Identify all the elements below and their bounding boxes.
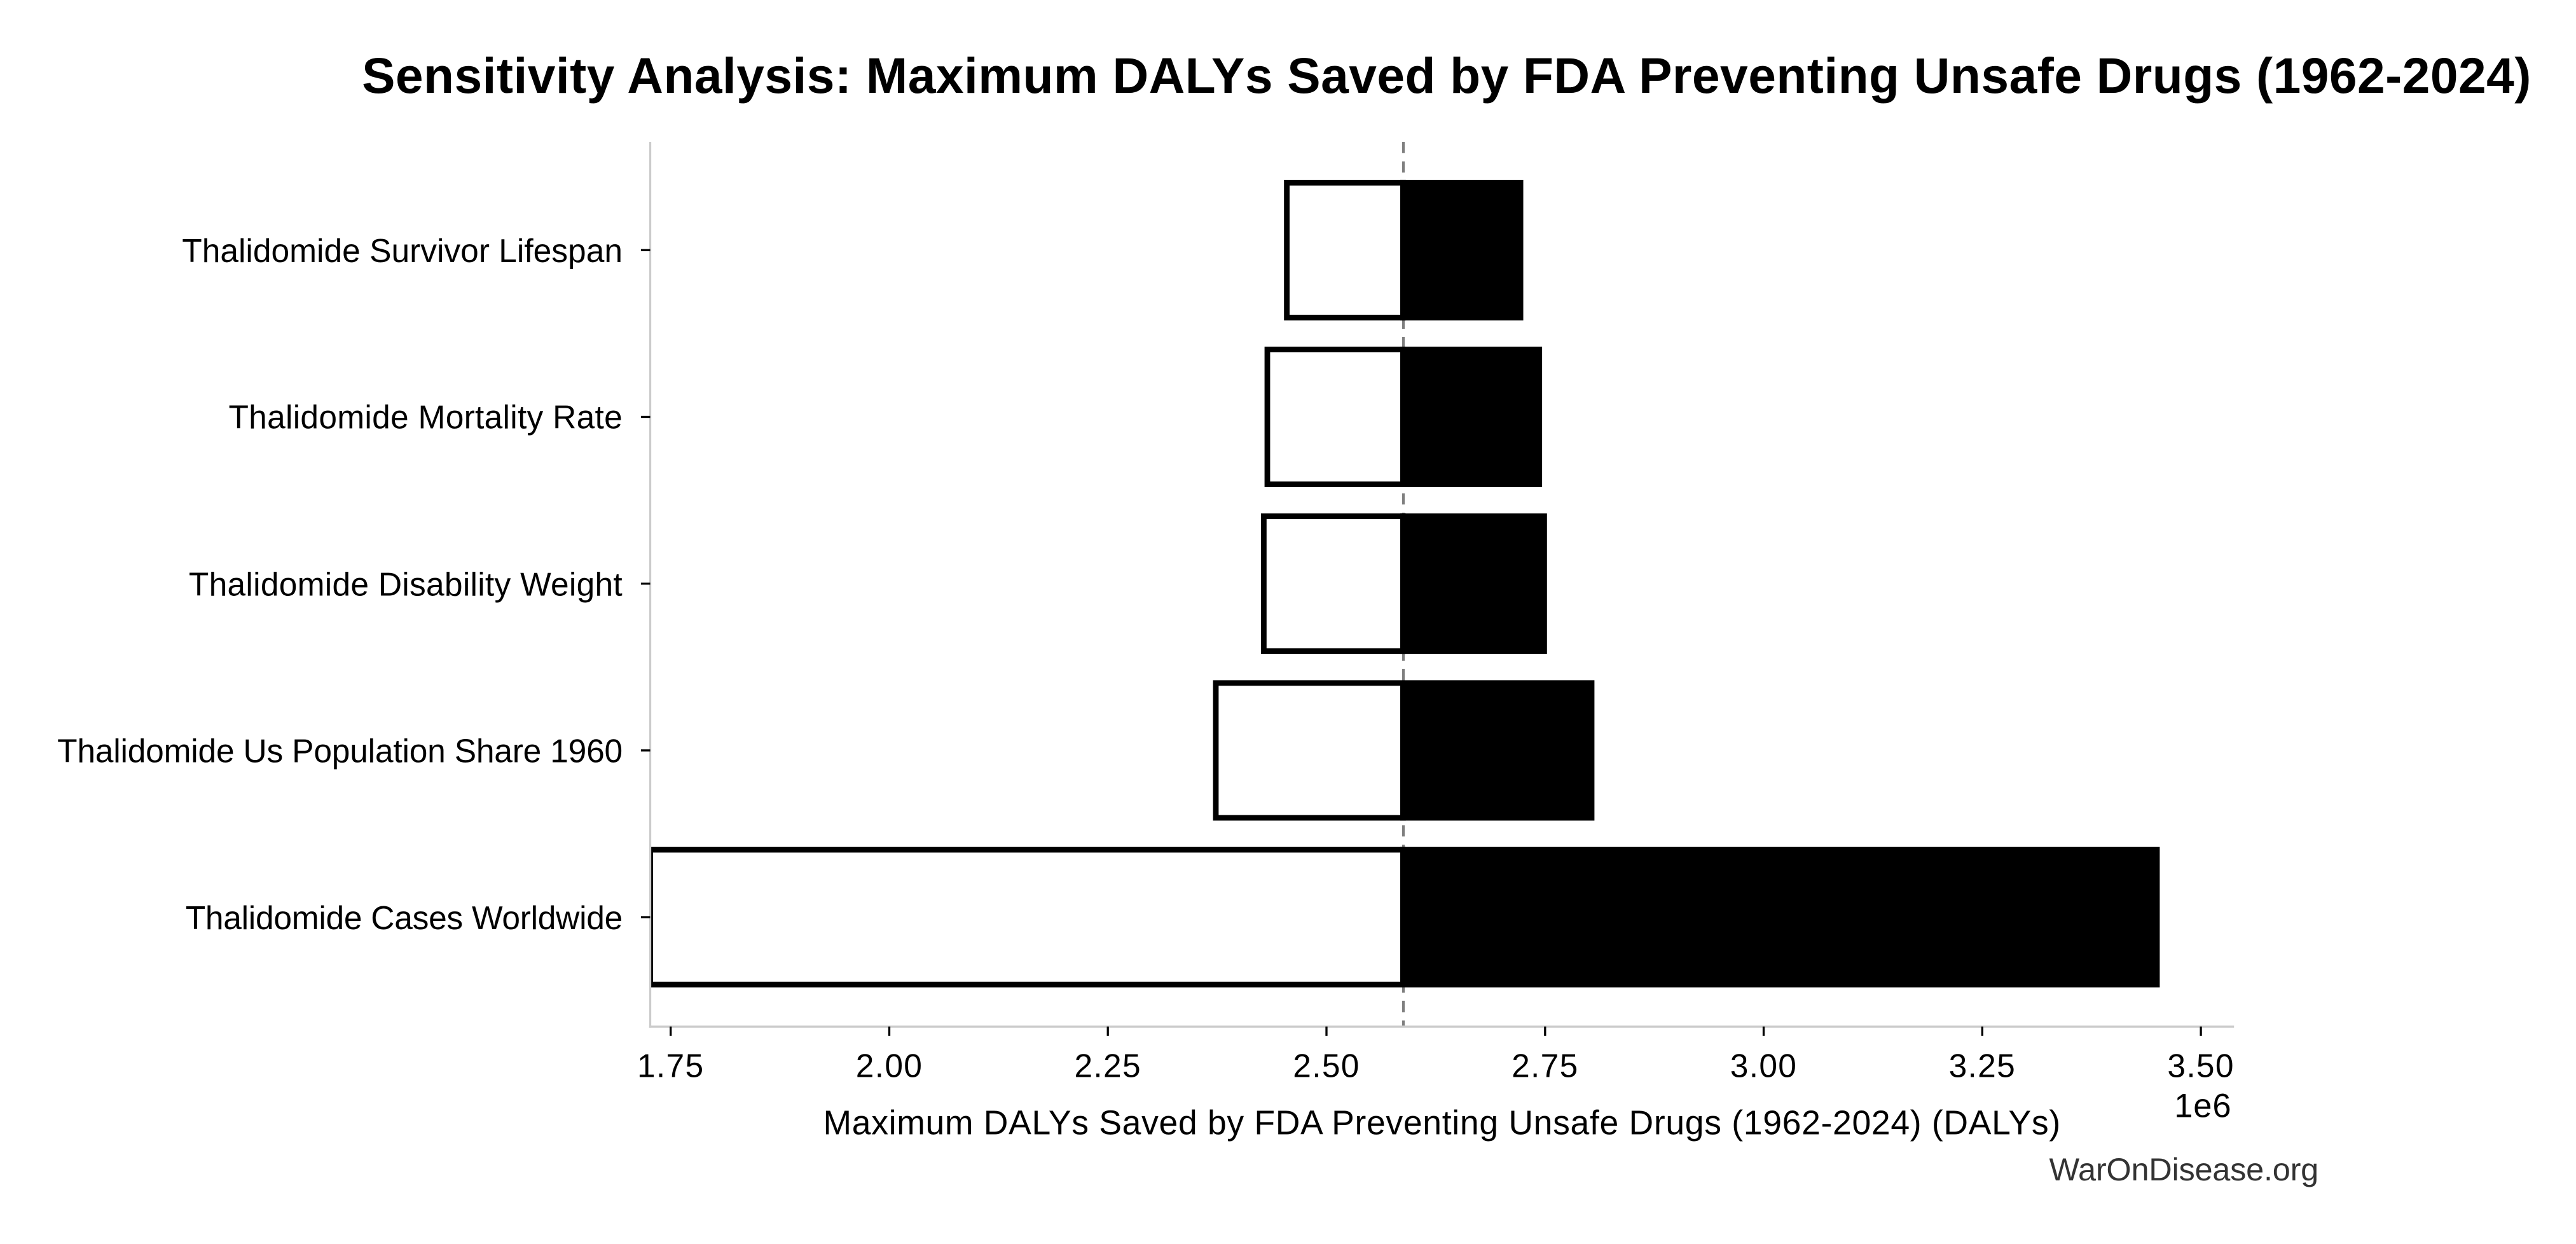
svg-text:WarOnDisease.org: WarOnDisease.org <box>2049 1151 2318 1187</box>
svg-text:Thalidomide Us Population Shar: Thalidomide Us Population Share 1960 <box>57 732 623 769</box>
svg-text:2.50: 2.50 <box>1293 1047 1360 1084</box>
svg-text:Thalidomide Survivor Lifespan: Thalidomide Survivor Lifespan <box>182 232 623 269</box>
svg-text:1e6: 1e6 <box>2174 1088 2231 1125</box>
svg-text:2.00: 2.00 <box>856 1047 923 1084</box>
svg-text:Thalidomide Mortality Rate: Thalidomide Mortality Rate <box>228 398 623 435</box>
svg-text:3.25: 3.25 <box>1949 1047 2016 1084</box>
svg-text:Thalidomide Disability Weight: Thalidomide Disability Weight <box>189 565 623 602</box>
svg-text:3.50: 3.50 <box>2167 1047 2234 1084</box>
svg-text:2.25: 2.25 <box>1074 1047 1141 1084</box>
svg-text:Sensitivity Analysis: Maximum: Sensitivity Analysis: Maximum DALYs Save… <box>362 48 2531 104</box>
svg-text:3.00: 3.00 <box>1730 1047 1797 1084</box>
svg-text:Thalidomide Cases Worldwide: Thalidomide Cases Worldwide <box>186 899 623 936</box>
svg-text:1.75: 1.75 <box>637 1047 704 1084</box>
svg-text:2.75: 2.75 <box>1512 1047 1578 1084</box>
svg-text:Maximum DALYs Saved by FDA Pre: Maximum DALYs Saved by FDA Preventing Un… <box>823 1105 2061 1142</box>
